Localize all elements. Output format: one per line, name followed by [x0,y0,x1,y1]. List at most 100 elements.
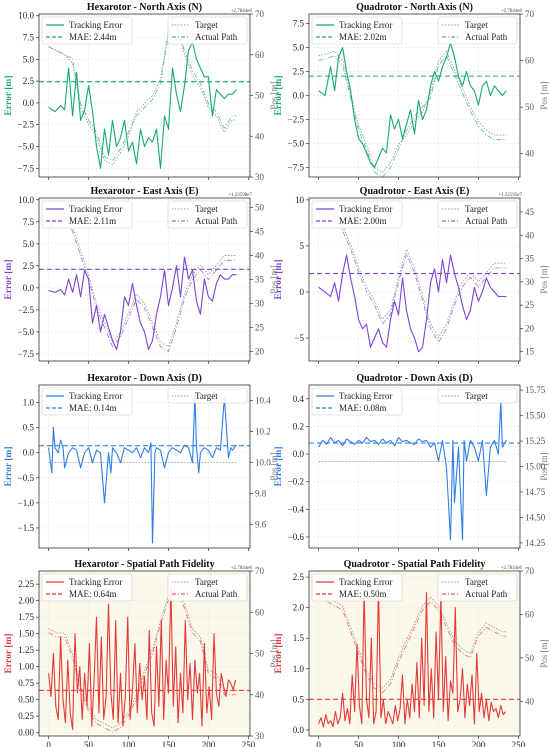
y2-axis-label: Pos [m] [269,452,279,480]
offset-text: +1.22598e7 [228,193,252,198]
y-tick-label: 0.00 [18,728,34,738]
y2-tick-label: 40 [255,131,265,141]
y-tick-label: 0.75 [18,678,34,688]
y2-axis-label: Pos [m] [269,639,279,667]
legend-box [41,573,133,602]
plot-frame [38,384,251,549]
y2-tick-label: 10.2 [255,427,271,437]
legend-right: Target [437,387,518,404]
y-tick-label: 0.0 [23,98,35,108]
legend-label-target: Target [465,391,488,401]
legend-label-mae: MAE: 0.50m [339,589,387,599]
y-axis-label: Error [m] [274,446,284,486]
y-tick-label: −5.0 [18,327,35,337]
tracking-error-line [48,394,237,544]
legend-left: Tracking Error MAE: 0.50m [311,573,403,602]
legend-left: Tracking Error MAE: 0.64m [41,573,133,602]
legend-box [41,387,133,416]
y2-tick-label: 15.25 [525,436,546,446]
y-tick-label: 10.0 [18,195,34,205]
panel-title: Quadrotor - North Axis (N) [356,2,473,13]
y2-tick-label: 30 [255,731,265,741]
legend-label-mae: MAE: 2.02m [339,32,387,42]
y2-tick-label: 9.6 [255,520,267,530]
y-tick-label: 1.25 [18,645,34,655]
y2-tick-label: 14.25 [525,538,546,548]
legend-label-error: Tracking Error [69,20,122,30]
x-tick-label: 100 [122,740,136,747]
y-tick-label: −7.5 [18,163,35,173]
x-tick-label: 150 [432,740,446,747]
y-axis-label: Error [m] [274,633,284,673]
x-tick-label: 50 [84,740,94,747]
target-line [318,592,507,689]
y-axis-label: Error [m] [4,259,14,299]
actual-path-line [318,596,507,694]
panel-title: Quadrotor - Down Axis (D) [356,373,472,384]
y2-tick-label: 50 [255,649,265,659]
y2-tick-label: 50 [255,91,265,101]
y-axis-label: Error [m] [4,446,14,486]
y-axis-label: Error [m] [274,259,284,299]
y-tick-label: 0.5 [293,694,305,704]
y2-tick-label: 50 [255,203,265,213]
legend-box [41,200,133,229]
y2-tick-label: 10.4 [255,396,271,406]
y-tick-label: 0.25 [18,711,34,721]
tracking-error-line [48,586,237,730]
legend-label-mae: MAE: 2.11m [69,216,116,226]
y2-tick-label: 50 [525,653,535,663]
y-tick-label: 0.2 [293,421,304,431]
y-tick-label: 1.75 [18,612,34,622]
y-tick-label: 5 [300,241,305,251]
y-tick-label: 0.5 [23,423,35,433]
legend-left: Tracking Error MAE: 2.02m [311,16,403,45]
y-tick-label: 0.0 [293,725,305,735]
y-tick-label: 10 [295,195,305,205]
legend-label-target: Target [195,577,218,587]
tracking-error-line [318,42,507,168]
x-tick-label: 0 [46,740,51,747]
panel-title: Hexarotor - Spatial Path Fidelity [74,559,214,570]
y2-axis-label: Pos [m] [269,81,279,109]
y2-tick-label: 40 [255,251,265,261]
y-tick-label: 7.5 [23,33,35,43]
tracking-error-line [48,41,237,169]
y-tick-label: −7.5 [18,349,35,359]
panel-hexa_north: −7.5 −5.0 −2.5 0.0 2.5 5.0 7.5 10.0 30 40 50 60 70 He… [4,2,279,182]
y-tick-label: −0.2 [288,477,304,487]
x-tick-label: 200 [472,740,486,747]
legend-label-target: Target [465,204,488,214]
y2-tick-label: 25 [525,300,535,310]
y2-tick-label: 14.75 [525,487,546,497]
y2-tick-label: 10.0 [255,458,271,468]
y-tick-label: −0.5 [18,473,35,483]
y-tick-label: 2.00 [18,596,34,606]
y2-tick-label: 15 [525,347,535,357]
actual-path-line [318,55,507,178]
y-tick-label: 2.25 [18,579,34,589]
y-tick-label: 0.0 [23,283,35,293]
y-tick-label: 5.0 [293,43,305,53]
legend-label-error: Tracking Error [69,577,122,587]
y2-tick-label: 70 [525,9,535,19]
y2-tick-label: 50 [525,102,535,112]
y-tick-label: 2.5 [293,67,305,77]
tracking-error-line [48,256,237,351]
y-tick-label: 0 [300,287,305,297]
x-tick-label: 0 [316,740,321,747]
legend-label-actual: Actual Path [195,589,238,599]
y-tick-label: 0.4 [293,394,305,404]
legend-label-target: Target [465,20,488,30]
legend-right: Target Actual Path [167,573,248,602]
y2-axis-label: Pos [m] [269,265,279,293]
y-tick-label: 1.5 [293,633,305,643]
panel-title: Quadrotor - East Axis (E) [360,186,470,197]
tracking-error-line [318,254,507,353]
y2-tick-label: 14.50 [525,512,546,522]
y-tick-label: −1.0 [18,498,35,508]
legend-label-mae: MAE: 0.14m [69,403,117,413]
x-tick-label: 250 [512,740,526,747]
y2-tick-label: 40 [525,696,535,706]
offset-text: +2.7844e6 [501,566,523,571]
